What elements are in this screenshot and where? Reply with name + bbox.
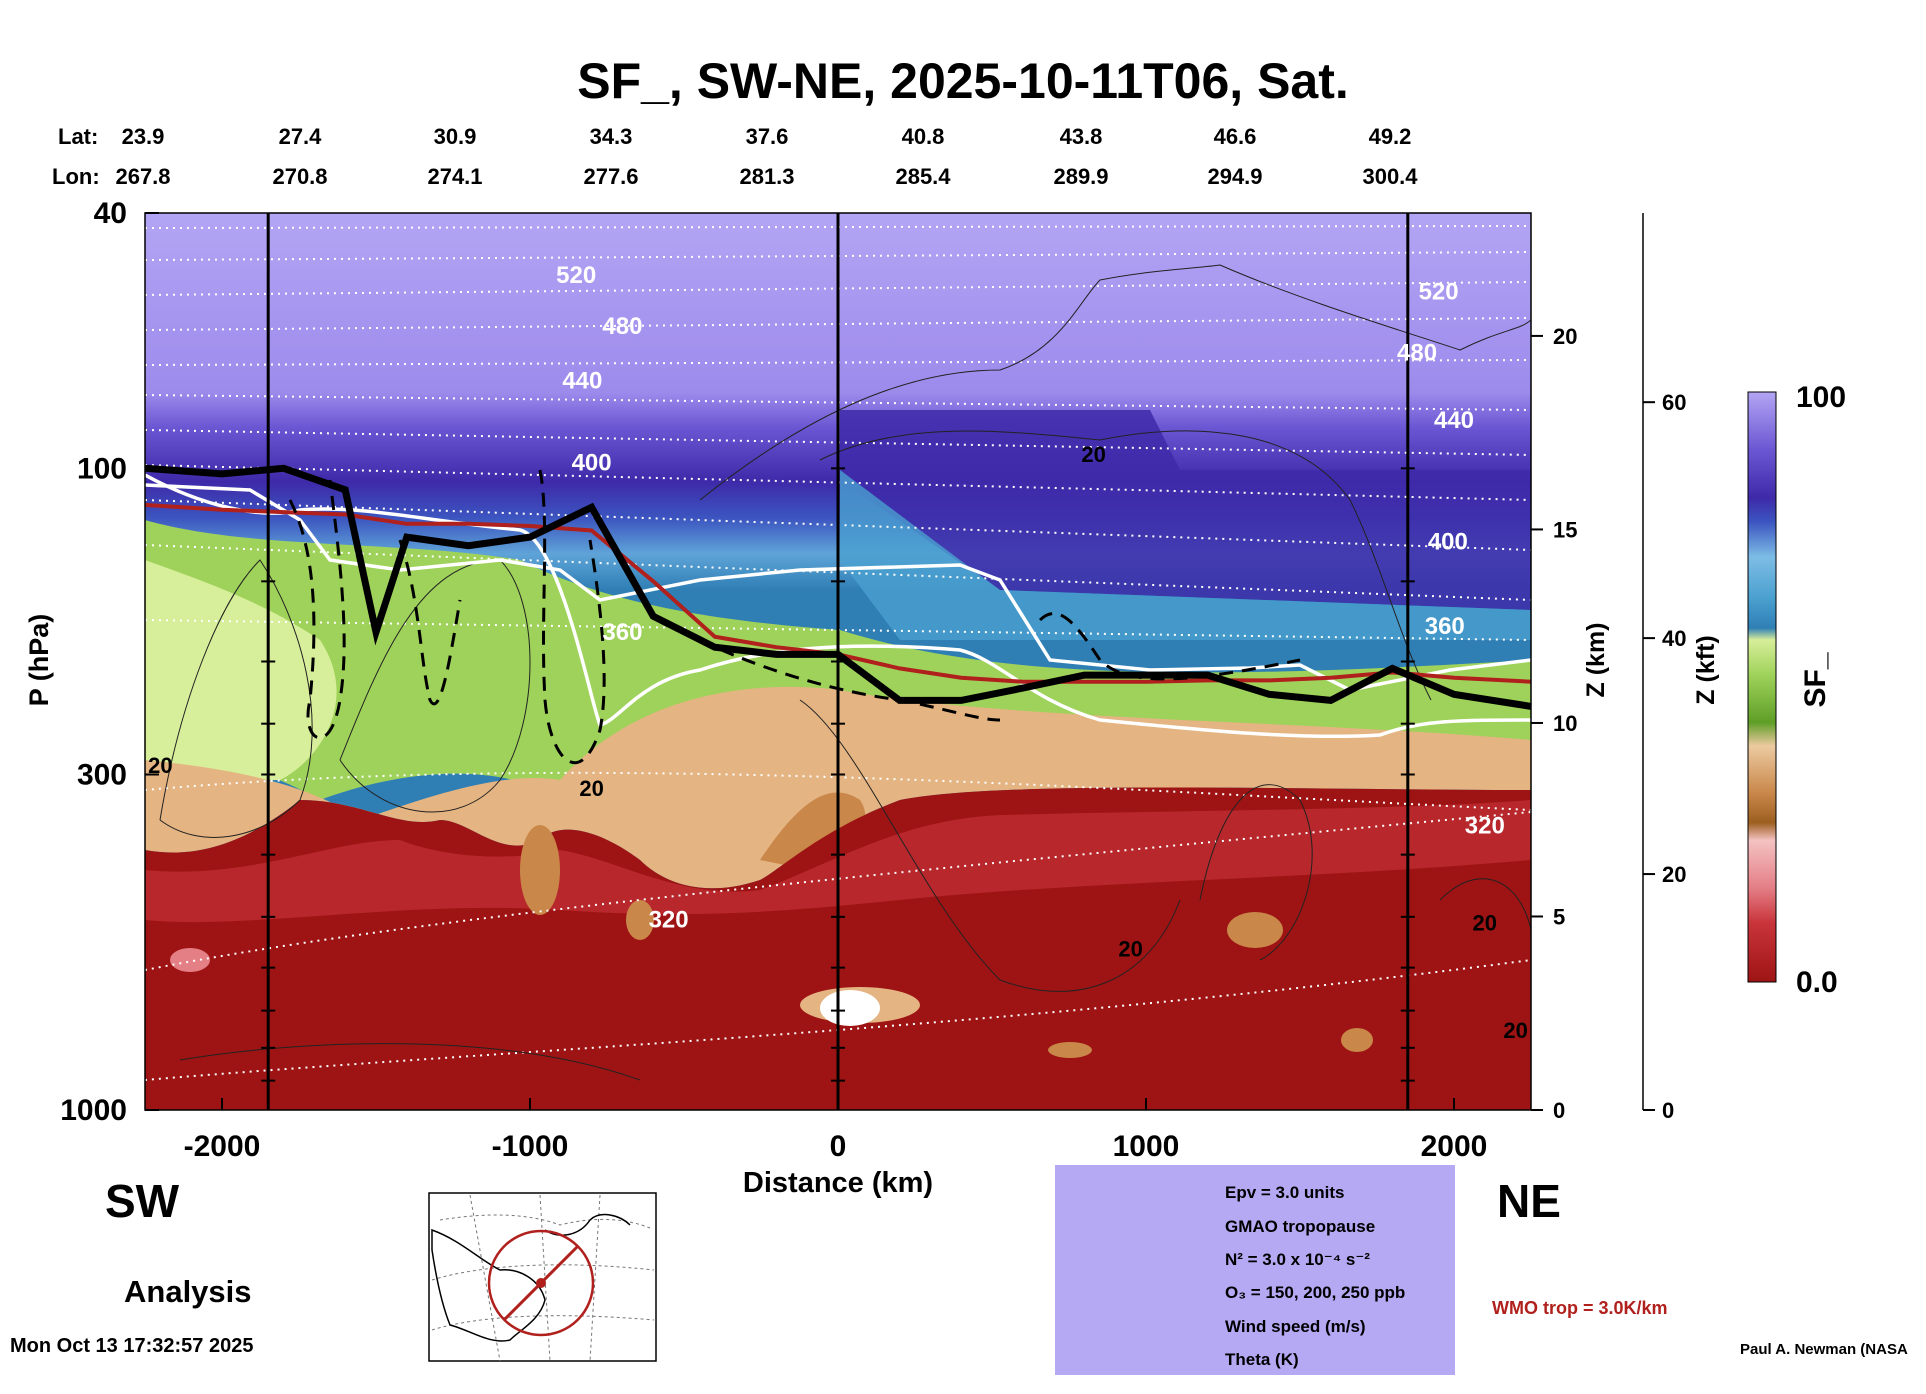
theta-label: 400	[572, 450, 612, 477]
lat-value: 43.8	[1059, 124, 1103, 149]
z-km-tick-label: 0	[1553, 1098, 1565, 1123]
lon-value: 274.1	[427, 164, 483, 189]
legend-n2: N² = 3.0 x 10⁻⁴ s⁻²	[1225, 1250, 1370, 1269]
theta-label: 440	[1434, 407, 1474, 434]
chart-title: SF_, SW-NE, 2025-10-11T06, Sat.	[577, 53, 1349, 109]
lat-value: 40.8	[901, 124, 945, 149]
sw-label: SW	[105, 1175, 180, 1227]
wind-label: 20	[1503, 1018, 1527, 1043]
lon-value: 285.4	[895, 164, 951, 189]
y-tick-label: 40	[94, 197, 127, 230]
wmo-trop-label: WMO trop = 3.0K/km	[1492, 1298, 1668, 1318]
z-km-tick-label: 5	[1553, 904, 1565, 929]
epv-lines	[288, 469, 1301, 765]
z-km-title: Z (km)	[1582, 623, 1610, 698]
theta-label: 520	[1419, 278, 1459, 305]
theta-label: 360	[602, 619, 642, 646]
lat-value: 49.2	[1368, 124, 1412, 149]
inset-map	[428, 1192, 657, 1362]
x-tick-label: 1000	[1113, 1130, 1180, 1163]
wind-label: 20	[1081, 442, 1105, 467]
legend-tropopause: GMAO tropopause	[1225, 1217, 1376, 1236]
colorbar-min-label: 0.0	[1796, 966, 1838, 999]
z-kft-tick-label: 40	[1662, 626, 1686, 651]
x-tick-label: -2000	[184, 1130, 261, 1163]
y-tick-label: 300	[77, 758, 127, 791]
lon-value: 270.8	[272, 164, 328, 189]
z-kft-title: Z (kft)	[1692, 635, 1720, 704]
y-tick-label: 1000	[60, 1094, 127, 1127]
colorbar-max-label: 100	[1796, 381, 1846, 414]
x-axis-title: Distance (km)	[743, 1167, 933, 1199]
wind-contours	[159, 264, 1531, 1081]
y-axis: 40 100 300 1000	[60, 197, 159, 1127]
z-km-axis: 0 5 10 15 20	[1531, 324, 1577, 1123]
lat-value: 30.9	[433, 124, 477, 149]
wind-label: 20	[1118, 936, 1142, 961]
z-kft-tick-label: 60	[1662, 390, 1686, 415]
theta-label: 440	[562, 368, 602, 395]
z-km-tick-label: 20	[1553, 324, 1577, 349]
theta-label: 400	[1428, 528, 1468, 555]
wind-label: 20	[1473, 910, 1497, 935]
legend-wind: Wind speed (m/s)	[1225, 1317, 1366, 1336]
vertical-reference-lines	[261, 213, 1415, 1110]
lat-value: 23.9	[121, 124, 165, 149]
z-kft-tick-label: 0	[1662, 1098, 1674, 1123]
theta-label: 520	[556, 262, 596, 289]
colorbar	[1747, 391, 1777, 983]
theta-label: 320	[649, 907, 689, 934]
legend: Epv = 3.0 units GMAO tropopause N² = 3.0…	[1055, 1165, 1455, 1375]
theta-label: 480	[602, 313, 642, 340]
x-axis: -2000 -1000 0 1000 2000	[184, 1098, 1488, 1163]
y-axis-title: P (hPa)	[24, 614, 54, 707]
credit: Paul A. Newman (NASA	[1740, 1341, 1908, 1358]
timestamp: Mon Oct 13 17:32:57 2025	[10, 1335, 254, 1357]
lon-value: 294.9	[1207, 164, 1263, 189]
theta-label: 480	[1397, 340, 1437, 367]
y-tick-label: 100	[77, 452, 127, 485]
legend-o3: O₃ = 150, 200, 250 ppb	[1225, 1283, 1406, 1302]
lon-value: 289.9	[1053, 164, 1109, 189]
legend-theta: Theta (K)	[1225, 1350, 1299, 1369]
ne-label: NE	[1497, 1175, 1561, 1227]
x-tick-label: 2000	[1421, 1130, 1488, 1163]
theta-label: 360	[1425, 613, 1465, 640]
lat-value: 37.6	[745, 124, 789, 149]
wind-label: 20	[579, 776, 603, 801]
lon-value: 277.6	[583, 164, 639, 189]
gmao-tropopause-line	[144, 464, 1532, 710]
lat-value: 34.3	[589, 124, 633, 149]
lon-value: 300.4	[1362, 164, 1418, 189]
lon-value: 267.8	[115, 164, 171, 189]
x-tick-label: 0	[830, 1130, 847, 1163]
lat-label: Lat:	[58, 124, 99, 149]
lon-label: Lon:	[52, 164, 100, 189]
lat-value: 27.4	[278, 124, 322, 149]
lon-value: 281.3	[739, 164, 795, 189]
z-kft-tick-label: 20	[1662, 862, 1686, 887]
ozone-lines	[145, 473, 1531, 739]
z-km-tick-label: 10	[1553, 711, 1577, 736]
legend-epv: Epv = 3.0 units	[1225, 1183, 1345, 1202]
z-km-tick-label: 15	[1553, 517, 1577, 542]
colorbar-title: SF_	[1799, 652, 1832, 707]
theta-label: 320	[1465, 812, 1505, 839]
z-kft-axis: 0 20 40 60	[1642, 213, 1686, 1123]
x-tick-label: -1000	[492, 1130, 569, 1163]
lat-value: 46.6	[1213, 124, 1257, 149]
analysis-label: Analysis	[124, 1274, 252, 1309]
